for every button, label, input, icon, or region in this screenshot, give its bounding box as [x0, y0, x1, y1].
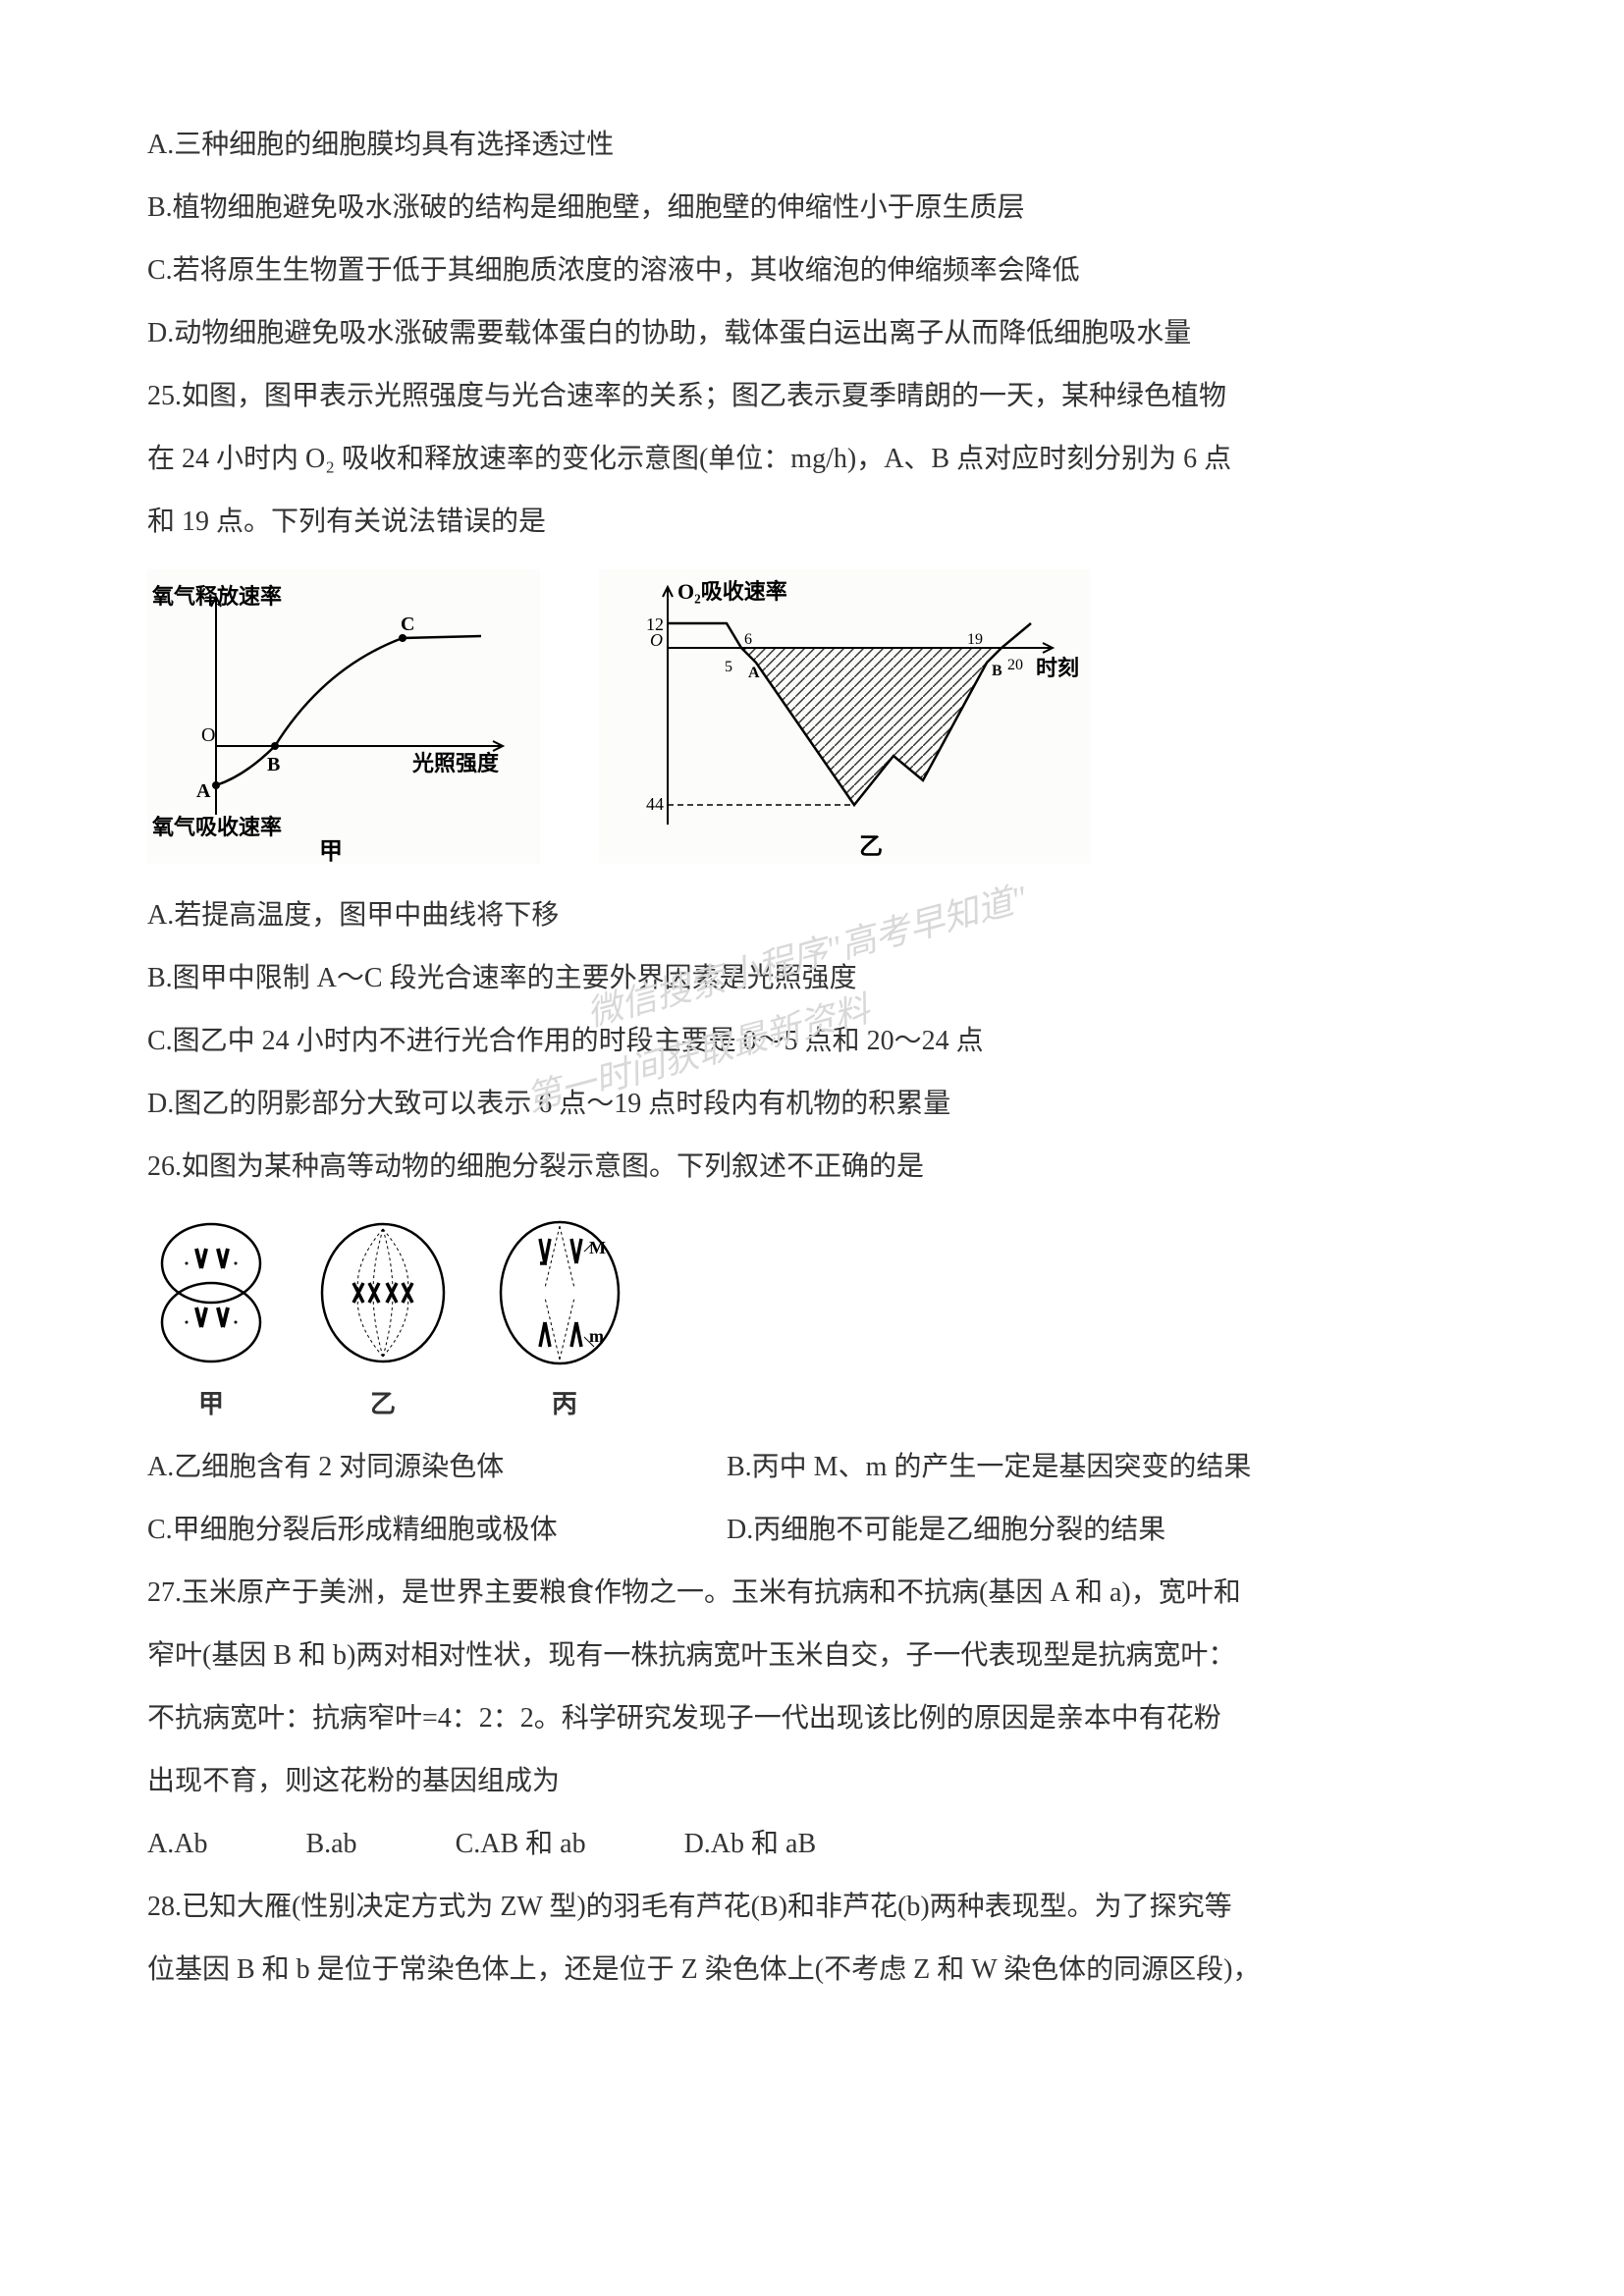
- graph-yi-x6: 6: [744, 631, 752, 648]
- cell-bing-label: 丙: [491, 1384, 638, 1420]
- graph-yi-ylabel: O₂吸收速率: [677, 579, 787, 604]
- graph-yi-x19: 19: [967, 631, 983, 648]
- option-25d: D.图乙的阴影部分大致可以表示 6 点～19 点时段内有机物的积累量: [147, 1077, 1477, 1132]
- option-26b: B.丙中 M、m 的产生一定是基因突变的结果: [727, 1440, 1251, 1495]
- q27-line3: 不抗病宽叶：抗病窄叶=4：2：2。科学研究发现子一代出现该比例的原因是亲本中有花…: [147, 1691, 1477, 1746]
- q28-line2: 位基因 B 和 b 是位于常染色体上，还是位于 Z 染色体上(不考虑 Z 和 W…: [147, 1943, 1477, 1998]
- graph-yi: O₂吸收速率 时刻 12 44 O 5 6 A 19 B 20 乙: [599, 569, 1090, 869]
- graph-jia-xlabel: 光照强度: [411, 751, 500, 775]
- graph-jia-name: 甲: [319, 839, 343, 864]
- option-27a: A.Ab: [147, 1817, 207, 1872]
- option-25b: B.图甲中限制 A～C 段光合速率的主要外界因素是光照强度: [147, 951, 1477, 1006]
- cell-jia-label: 甲: [147, 1384, 275, 1420]
- graph-jia-A: A: [196, 780, 211, 802]
- option-26d: D.丙细胞不可能是乙细胞分裂的结果: [727, 1503, 1165, 1558]
- graph-yi-xlabel: 时刻: [1036, 656, 1079, 680]
- cell-yi: [314, 1214, 452, 1371]
- cell-yi-label: 乙: [314, 1384, 452, 1420]
- graph-jia-ylabel-top: 氧气释放速率: [151, 584, 282, 609]
- option-24d: D.动物细胞避免吸水涨破需要载体蛋白的协助，载体蛋白运出离子从而降低细胞吸水量: [147, 306, 1477, 361]
- option-25a: A.若提高温度，图甲中曲线将下移: [147, 888, 1477, 943]
- graph-jia-ylabel-bottom: 氧气吸收速率: [151, 815, 282, 839]
- graph-jia-origin: O: [201, 724, 215, 746]
- q27-line2: 窄叶(基因 B 和 b)两对相对性状，现有一株抗病宽叶玉米自交，子一代表现型是抗…: [147, 1629, 1477, 1683]
- graph-yi-x5: 5: [725, 659, 732, 675]
- graph-yi-name: 乙: [859, 834, 883, 860]
- q25-intro3: 和 19 点。下列有关说法错误的是: [147, 495, 1477, 550]
- q25-intro1: 25.如图，图甲表示光照强度与光合速率的关系；图乙表示夏季晴朗的一天，某种绿色植…: [147, 369, 1477, 424]
- graph-jia-B: B: [267, 754, 280, 775]
- graph-yi-B: B: [992, 663, 1002, 679]
- q25-figures: 氧气释放速率 氧气吸收速率 光照强度 O A B C 甲: [147, 569, 1477, 869]
- q27-line1: 27.玉米原产于美洲，是世界主要粮食作物之一。玉米有抗病和不抗病(基因 A 和 …: [147, 1566, 1477, 1621]
- graph-jia: 氧气释放速率 氧气吸收速率 光照强度 O A B C 甲: [147, 569, 540, 869]
- option-24a: A.三种细胞的细胞膜均具有选择透过性: [147, 118, 1477, 173]
- option-24b: B.植物细胞避免吸水涨破的结构是细胞壁，细胞壁的伸缩性小于原生质层: [147, 181, 1477, 236]
- graph-jia-C: C: [401, 614, 414, 635]
- option-24c: C.若将原生生物置于低于其细胞质浓度的溶液中，其收缩泡的伸缩频率会降低: [147, 243, 1477, 298]
- cell-bing: M m: [491, 1214, 638, 1371]
- option-27c: C.AB 和 ab: [456, 1817, 586, 1872]
- q26-intro: 26.如图为某种高等动物的细胞分裂示意图。下列叙述不正确的是: [147, 1140, 1477, 1195]
- cell-jia: [147, 1214, 275, 1371]
- cell-bing-M: M: [589, 1238, 606, 1257]
- option-25c: C.图乙中 24 小时内不进行光合作用的时段主要是 0～5 点和 20～24 点: [147, 1014, 1477, 1069]
- graph-yi-A: A: [748, 665, 760, 681]
- graph-yi-x20: 20: [1007, 657, 1023, 673]
- option-27d: D.Ab 和 aB: [684, 1817, 817, 1872]
- q27-line4: 出现不育，则这花粉的基因组成为: [147, 1754, 1477, 1809]
- q25-intro2: 在 24 小时内 O₂ 吸收和释放速率的变化示意图(单位：mg/h)，A、B 点…: [147, 432, 1477, 487]
- graph-yi-y44: 44: [646, 794, 664, 814]
- option-26c: C.甲细胞分裂后形成精细胞或极体: [147, 1503, 648, 1558]
- graph-yi-origin: O: [650, 630, 663, 650]
- option-27b: B.ab: [305, 1817, 356, 1872]
- q26-diagrams: 甲 乙: [147, 1214, 1477, 1420]
- cell-bing-m: m: [589, 1326, 604, 1346]
- q28-line1: 28.已知大雁(性别决定方式为 ZW 型)的羽毛有芦花(B)和非芦花(b)两种表…: [147, 1880, 1477, 1935]
- option-26a: A.乙细胞含有 2 对同源染色体: [147, 1440, 648, 1495]
